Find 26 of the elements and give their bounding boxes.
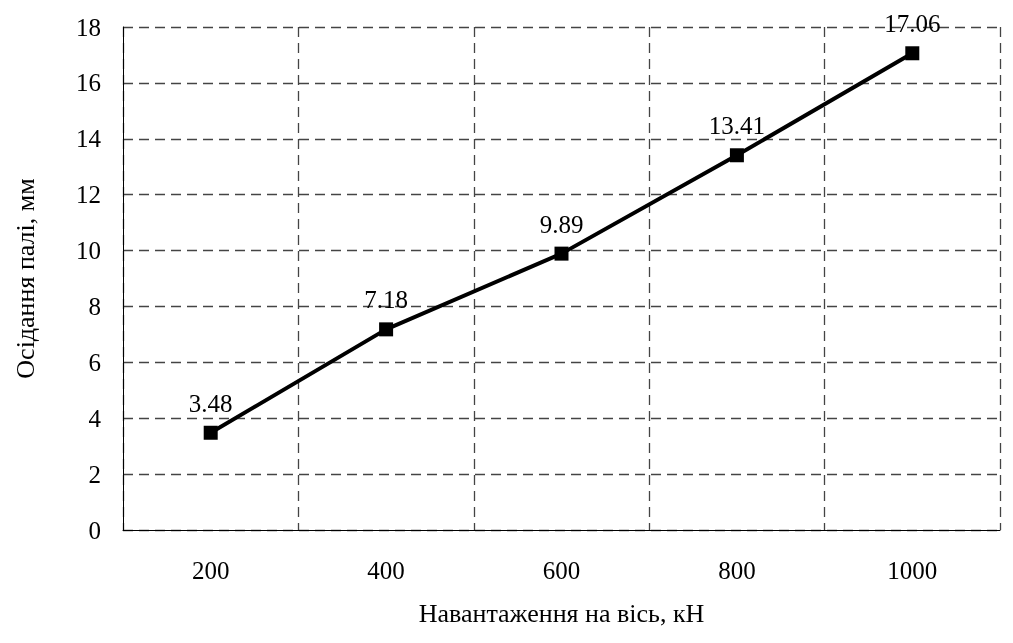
point — [905, 46, 920, 61]
y-tick-label: 14 — [76, 125, 102, 153]
data-label: 9.89 — [539, 210, 584, 238]
data-label: 3.48 — [188, 389, 233, 417]
x-axis-title: Навантаження на вісь, кН — [418, 598, 705, 628]
x-tick-label: 800 — [718, 557, 756, 584]
y-tick-label: 12 — [76, 181, 101, 209]
y-tick-label: 18 — [76, 13, 101, 41]
x-tick-label: 400 — [367, 557, 405, 584]
point — [729, 148, 744, 163]
y-tick-label: 0 — [88, 516, 101, 544]
x-tick-label: 1000 — [887, 557, 938, 584]
x-tick-label: 200 — [191, 557, 230, 584]
point — [203, 425, 218, 440]
point — [379, 322, 394, 337]
y-axis-title: Осідання палі, мм — [10, 178, 40, 379]
y-tick-label: 2 — [88, 460, 101, 488]
y-tick-label: 6 — [88, 348, 101, 376]
data-label: 13.41 — [708, 112, 766, 140]
y-tick-label: 10 — [76, 237, 101, 265]
data-label: 17.06 — [884, 10, 941, 38]
x-tick-label: 600 — [542, 557, 581, 584]
y-tick-label: 16 — [76, 69, 101, 97]
y-tick-label: 8 — [88, 292, 101, 320]
y-tick-label: 4 — [88, 404, 102, 432]
point — [554, 246, 569, 261]
